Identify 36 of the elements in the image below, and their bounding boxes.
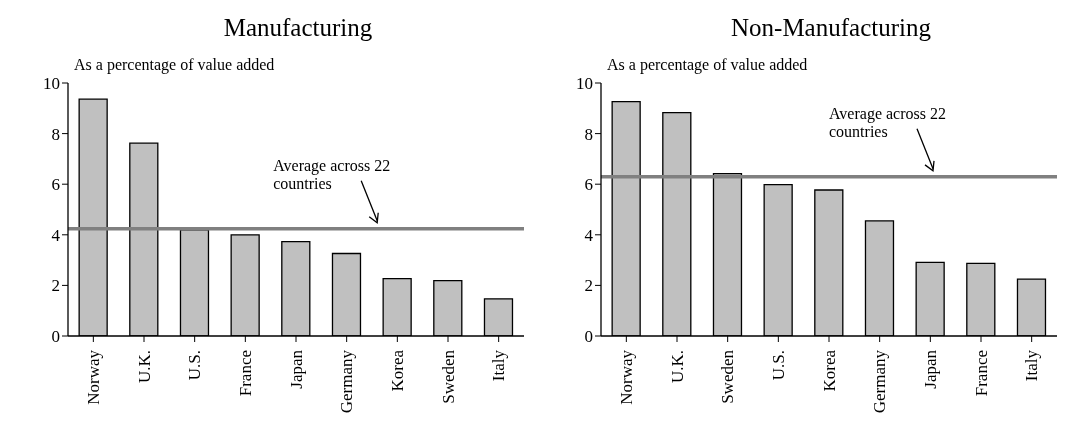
x-tick-label: Korea: [819, 349, 839, 392]
x-tick-label: Germany: [337, 349, 357, 414]
x-tick-label: France: [971, 350, 991, 397]
x-tick-label: U.S.: [185, 350, 205, 381]
chart-subtitle: As a percentage of value added: [74, 56, 275, 74]
y-tick-label: 6: [51, 175, 60, 195]
x-tick-label: Sweden: [438, 349, 458, 404]
y-tick-label: 10: [576, 74, 593, 94]
x-tick-label: Norway: [616, 349, 636, 405]
x-tick-label: U.S.: [768, 350, 788, 381]
y-tick-label: 8: [51, 124, 60, 144]
y-tick-label: 2: [51, 276, 60, 296]
y-tick-label: 0: [51, 327, 60, 347]
ref-line-label: Average across 22 countries: [829, 104, 946, 140]
ref-line-label: Average across 22 countries: [273, 156, 391, 192]
chart-title: Non-Manufacturing: [730, 14, 932, 42]
chart-subtitle: As a percentage of value added: [607, 56, 808, 74]
x-tick-label: U.K.: [667, 350, 687, 384]
y-tick-label: 2: [584, 276, 593, 296]
x-tick-label: Italy: [1022, 349, 1042, 382]
x-tick-label: Japan: [920, 349, 940, 389]
y-tick-label: 10: [43, 74, 60, 94]
x-tick-label: Italy: [489, 349, 509, 382]
y-tick-label: 0: [584, 327, 593, 347]
x-tick-label: Korea: [387, 349, 407, 392]
x-tick-label: France: [235, 350, 255, 397]
x-tick-label: Sweden: [718, 349, 738, 404]
chart-title: Manufacturing: [222, 14, 374, 42]
x-tick-label: Germany: [870, 349, 890, 414]
x-tick-label: Japan: [286, 349, 306, 389]
y-tick-label: 8: [584, 124, 593, 144]
x-tick-label: U.K.: [134, 350, 154, 384]
x-tick-label: Norway: [83, 349, 103, 405]
y-tick-label: 6: [584, 175, 593, 195]
y-tick-label: 4: [584, 225, 594, 245]
y-tick-label: 4: [51, 225, 61, 245]
